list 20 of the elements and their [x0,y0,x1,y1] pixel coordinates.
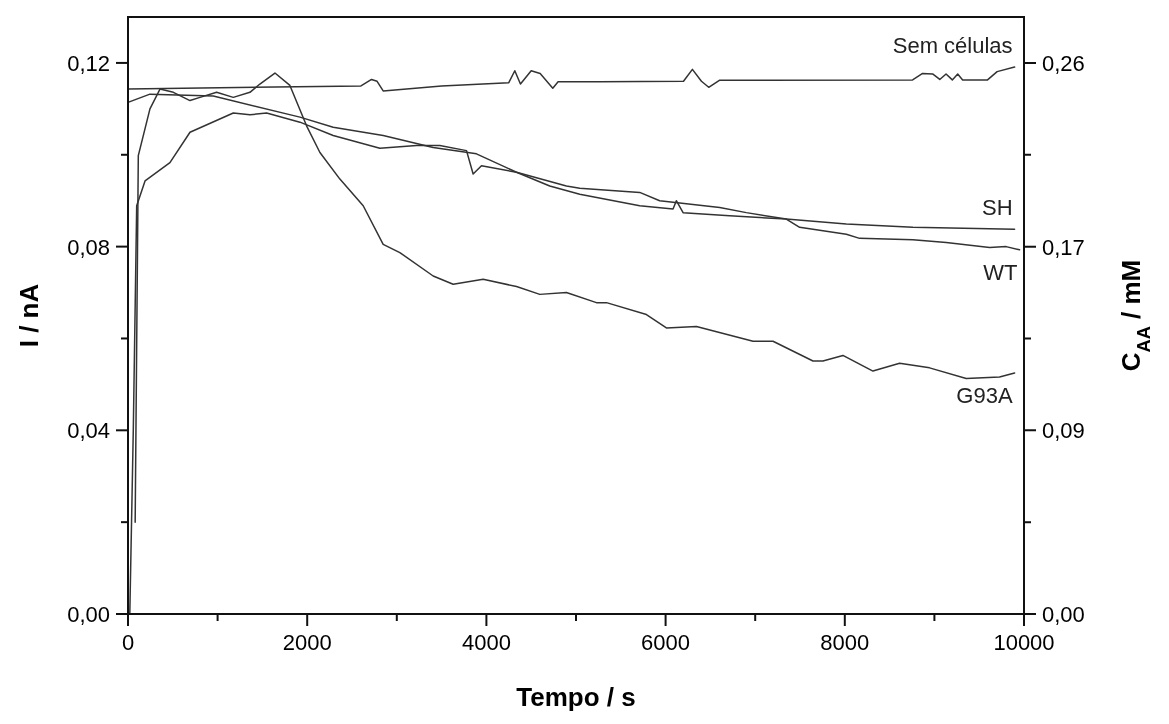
y-axis-title: I / nA [14,283,44,348]
x-tick-label: 6000 [641,630,691,655]
series-label: SH [982,195,1013,221]
y2-tick-label: 0,09 [1042,418,1085,444]
series-label: WT [983,259,1018,285]
x-tick-label: 10000 [993,630,1055,655]
x-tick-label: 4000 [461,630,511,655]
y2-tick-label: 0,26 [1042,50,1085,76]
y-tick-label: 0,12 [67,50,110,76]
x-tick-label: 2000 [282,630,332,655]
x-tick-label: 0 [121,630,135,655]
series-label: G93A [956,382,1013,408]
x-tick-label: 8000 [820,630,870,655]
y-tick-label: 0,00 [67,602,110,627]
x-axis-title: Tempo / s [516,682,636,712]
series-label: Sem células [892,33,1013,59]
y-tick-label: 0,08 [67,234,110,260]
y2-tick-label: 0,17 [1042,234,1085,260]
y-tick-label: 0,04 [67,418,110,444]
y2-tick-label: 0,00 [1042,602,1085,627]
